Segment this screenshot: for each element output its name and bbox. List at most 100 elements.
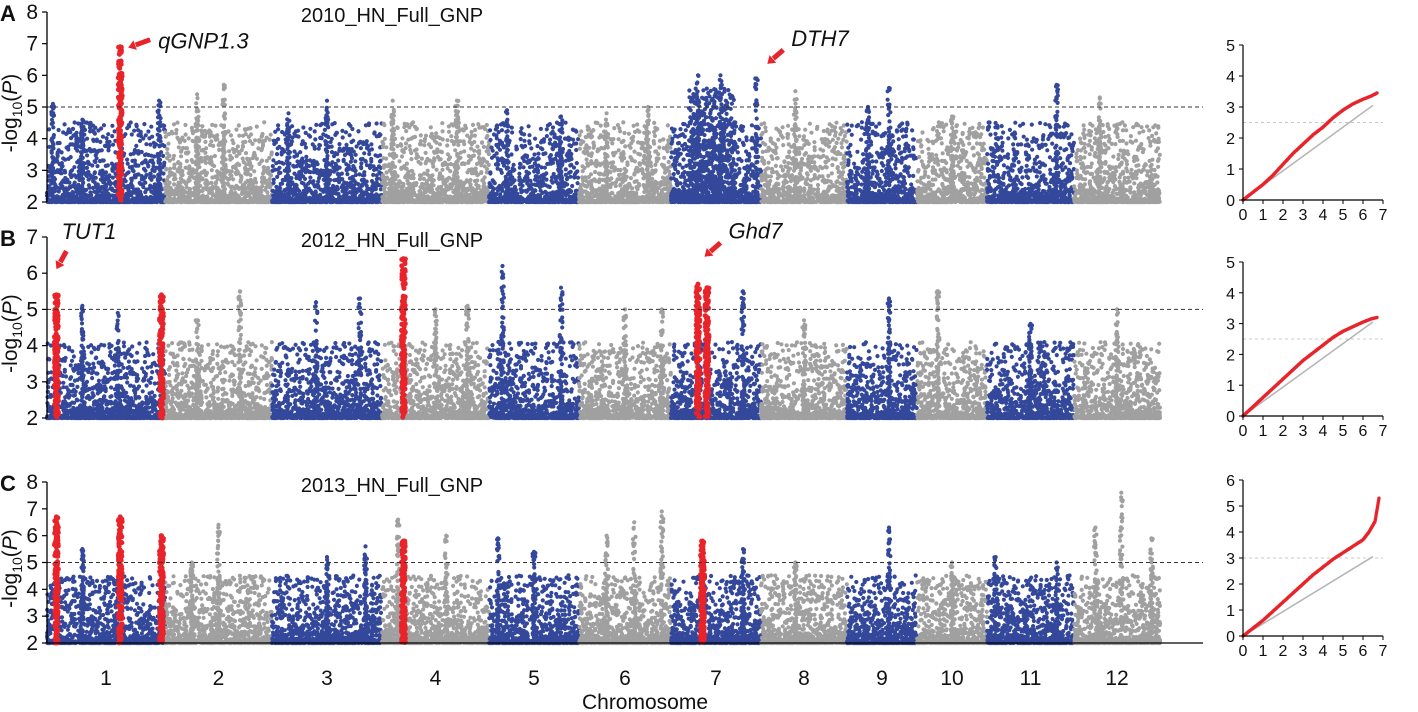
chromosome-11-points [985, 321, 1076, 421]
y-tick-label: 2 [26, 407, 38, 430]
panel-letter: A [0, 1, 16, 26]
highlight-peak-4 [398, 538, 408, 645]
qq-x-tick-label: 2 [1279, 423, 1288, 440]
chromosome-label: 11 [1020, 667, 1042, 690]
qq-x-tick-label: 4 [1319, 643, 1328, 660]
qq-x-tick-label: 1 [1259, 423, 1268, 440]
chromosome-2-points [162, 82, 275, 205]
chromosome-5-points [487, 536, 581, 646]
highlight-peak-1 [115, 44, 125, 203]
qq-x-tick-label: 2 [1279, 643, 1288, 660]
y-tick-label: 5 [26, 552, 38, 575]
qq-y-tick-label: 1 [1226, 603, 1235, 620]
annotation-arrowhead [128, 40, 137, 50]
qq-x-tick-label: 7 [1379, 423, 1388, 440]
y-tick-label: 3 [26, 605, 38, 628]
chromosome-7-points [669, 547, 763, 646]
chromosome-10-points [914, 560, 990, 646]
chromosome-6-points [577, 307, 673, 421]
chromosome-label: 6 [619, 667, 631, 690]
qq-observed-points [1241, 91, 1379, 202]
chromosome-9-points [845, 525, 920, 646]
qq-expected-line [1242, 321, 1374, 417]
y-tick-label: 2 [26, 632, 38, 655]
annotation-arrow [58, 249, 69, 264]
chromosome-8-points [759, 89, 849, 205]
chromosome-label: 1 [100, 667, 112, 690]
chromosome-10-points [915, 289, 989, 421]
qq-x-tick-label: 6 [1359, 643, 1368, 660]
y-tick-label: 5 [26, 298, 38, 321]
y-axis-label: -log10(P) [0, 294, 25, 373]
chromosome-9-points [845, 296, 919, 421]
qq-y-tick-label: 3 [1226, 317, 1235, 334]
qq-x-tick-label: 6 [1359, 207, 1368, 224]
annotation-arrowhead [767, 55, 777, 64]
x-axis-label: Chromosome [582, 691, 708, 712]
chromosome-11-points [985, 555, 1076, 646]
qq-x-tick-label: 0 [1239, 643, 1248, 660]
qq-y-tick-label: 0 [1226, 193, 1235, 210]
chromosome-label: 7 [710, 667, 722, 690]
chromosome-1-points [45, 547, 168, 646]
annotation-arrowhead [704, 248, 714, 257]
chromosome-5-points [487, 263, 581, 421]
panel-title: 2013_HN_Full_GNP [301, 475, 483, 497]
highlight-peak-2 [115, 514, 125, 646]
qq-x-tick-label: 5 [1339, 643, 1348, 660]
qq-y-tick-label: 0 [1226, 409, 1235, 426]
qq-x-tick-label: 2 [1279, 207, 1288, 224]
annotation-arrowhead [55, 260, 65, 270]
y-axis-label: -log10(P) [0, 74, 25, 153]
qq-y-tick-label: 3 [1226, 551, 1235, 568]
qq-observed-points [1241, 496, 1381, 638]
qq-y-tick-label: 0 [1226, 629, 1235, 646]
qq-y-tick-label: 2 [1226, 347, 1235, 364]
chromosome-4-points [380, 98, 492, 205]
highlight-peak-1 [52, 514, 61, 646]
qq-y-tick-label: 4 [1226, 525, 1235, 542]
qq-y-tick-label: 2 [1226, 577, 1235, 594]
qq-y-tick-label: 6 [1226, 473, 1235, 490]
chromosome-2-points [162, 289, 275, 421]
gene-label: qGNP1.3 [158, 29, 249, 54]
chromosome-12-points [1072, 307, 1163, 421]
qq-y-tick-label: 1 [1226, 162, 1235, 179]
y-tick-label: 7 [26, 498, 38, 521]
chromosome-label: 9 [876, 667, 888, 690]
manhattan-points-layer [44, 44, 1163, 646]
qq-y-tick-label: 3 [1226, 100, 1235, 117]
panel-letter: B [0, 226, 16, 251]
qq-x-tick-label: 5 [1339, 423, 1348, 440]
panel-title: 2010_HN_Full_GNP [301, 5, 483, 27]
manhattan-plot-c [45, 490, 1163, 646]
chromosome-6-points [577, 509, 673, 646]
manhattan-plot-a [44, 44, 1162, 205]
y-tick-label: 3 [26, 371, 38, 394]
highlight-peak-3 [398, 256, 408, 420]
chromosome-11-points [984, 82, 1076, 205]
chromosome-3-points [270, 544, 384, 646]
highlight-peak-5 [702, 285, 712, 420]
qq-y-tick-label: 1 [1226, 378, 1235, 395]
qq-x-tick-label: 7 [1379, 207, 1388, 224]
qq-x-tick-label: 4 [1319, 423, 1328, 440]
chromosome-label: 4 [430, 667, 442, 690]
chromosome-7-points [669, 73, 764, 205]
qq-y-tick-label: 5 [1226, 255, 1235, 272]
y-tick-label: 6 [26, 525, 38, 548]
chromosome-9-points [845, 85, 920, 205]
highlight-peak-2 [157, 292, 166, 421]
qq-x-tick-label: 3 [1299, 423, 1308, 440]
chromosome-label: 8 [798, 667, 810, 690]
highlight-peak-3 [157, 533, 166, 644]
highlight-peak-4 [693, 281, 703, 420]
y-tick-label: 3 [26, 159, 38, 182]
qq-plot-a [1239, 44, 1384, 204]
y-tick-label: 8 [26, 1, 38, 24]
y-tick-label: 7 [26, 33, 38, 56]
chromosome-label: 5 [528, 667, 540, 690]
chromosome-2-points [163, 522, 274, 646]
